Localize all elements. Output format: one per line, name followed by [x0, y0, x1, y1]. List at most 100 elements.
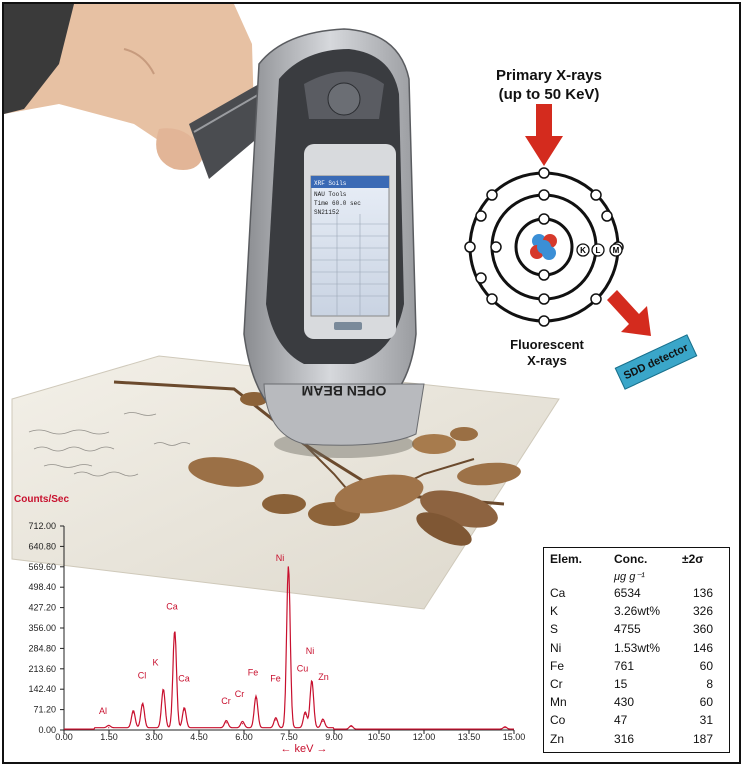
concentration-cell: 1.53wt%	[614, 640, 661, 655]
error-cell: 326	[692, 604, 713, 619]
concentration-cell: 761	[614, 658, 635, 673]
table-row: Ni 1.53wt% 146	[544, 641, 729, 658]
peak-point	[241, 723, 244, 725]
x-tick-label: 1.50	[100, 732, 118, 742]
peak-point	[174, 631, 176, 634]
peak-point	[162, 690, 164, 692]
element-cell: Zn	[550, 731, 565, 746]
concentration-cell: 6534	[614, 586, 641, 600]
peak-label: K	[152, 658, 158, 668]
x-tick-label: 13.50	[458, 732, 481, 742]
peak-point	[504, 727, 506, 729]
peak-point	[275, 719, 277, 721]
element-cell: Co	[550, 713, 566, 728]
electrons	[464, 167, 624, 327]
x-tick-label: 9.00	[325, 732, 343, 742]
concentration-cell: 3.26wt%	[614, 604, 661, 619]
peak-point	[311, 682, 313, 684]
error-cell: 60	[699, 695, 713, 710]
element-cell: Cr	[550, 677, 563, 691]
hand-holding-analyzer	[4, 4, 254, 170]
y-tick-label: 213.60	[28, 664, 56, 674]
y-tick-label: 356.00	[28, 623, 56, 633]
y-tick-label: 71.20	[33, 705, 56, 715]
peak-label: Ca	[178, 673, 190, 683]
photograph: OPEN BEAM XRF Soils NAU Tools Time 60.0 …	[4, 4, 560, 610]
table-row: Mn 430 60	[544, 695, 729, 712]
fluor-line-1: Fluorescent	[510, 337, 584, 352]
xrf-analyzer: OPEN BEAM	[243, 28, 425, 446]
table-row: Fe 761 60	[544, 659, 729, 676]
fluorescent-xrays-label: Fluorescent X-rays	[492, 337, 602, 369]
xrf-spectrum-chart: 0.00 71.20 142.40 213.60 284.80 356.00 427.20 4…	[28, 521, 526, 755]
device-label: OPEN BEAM	[302, 383, 387, 399]
x-tick-label: 15.00	[503, 732, 526, 742]
y-tick-label: 142.40	[28, 684, 56, 694]
error-cell: 8	[706, 677, 713, 691]
header-error: ±2σ	[682, 552, 704, 566]
table-row: Ca 6534 136	[544, 586, 729, 603]
x-tick-label: 6.00	[235, 732, 253, 742]
peak-label: Cl	[138, 670, 147, 680]
error-cell: 360	[692, 622, 713, 637]
peak-point	[142, 705, 144, 707]
svg-text:L: L	[596, 246, 601, 255]
peak-label: Ni	[306, 646, 315, 656]
x-tick-label: 10.50	[368, 732, 391, 742]
y-tick-label: 569.60	[28, 562, 56, 572]
peak-label: Ni	[276, 553, 285, 563]
screen-line-2: Time 60.0 sec	[314, 200, 361, 207]
concentration-table: Elem. Conc. ±2σ μg g⁻¹ Ca 6534 136 K 3.26wt%…	[543, 547, 730, 753]
x-tick-label: 0.00	[55, 732, 73, 742]
header-conc: Conc.	[614, 552, 648, 566]
concentration-cell: 47	[614, 713, 628, 728]
error-cell: 31	[699, 713, 713, 728]
screen-title: XRF Soils	[314, 180, 347, 187]
primary-line-2: (up to 50 KeV)	[498, 86, 600, 103]
peak-label: Zn	[318, 672, 329, 682]
x-axis-label: ← keV →	[280, 743, 327, 755]
y-tick-label: 640.80	[28, 541, 56, 551]
element-cell: Ca	[550, 586, 566, 600]
table-row: Cr 15 8	[544, 677, 729, 694]
peak-label: Fe	[270, 673, 281, 683]
peak-point	[225, 722, 227, 724]
fluorescent-arrow-icon	[607, 290, 651, 336]
primary-line-1: Primary X-rays	[496, 67, 602, 84]
fluor-line-2: X-rays	[527, 353, 567, 368]
peak-point	[350, 725, 352, 728]
table-row: K 3.26wt% 326	[544, 604, 729, 621]
y-tick-label: 284.80	[28, 643, 56, 653]
element-cell: S	[550, 622, 559, 637]
table-header: Elem. Conc. ±2σ	[544, 552, 729, 570]
spectrum-line	[64, 566, 514, 730]
element-cell: Fe	[550, 658, 565, 673]
spectrum-ylabel: Counts/Sec	[14, 494, 70, 505]
nucleus-icon	[530, 234, 557, 260]
peak-point	[183, 709, 185, 711]
error-cell: 146	[692, 640, 713, 655]
x-tick-label: 12.00	[413, 732, 436, 742]
concentration-cell: 316	[614, 731, 635, 746]
y-tick-label: 712.00	[28, 521, 56, 531]
peak-label: Ca	[166, 602, 178, 612]
screen-line-1: NAU Tools	[314, 191, 347, 198]
element-cell: Ni	[550, 640, 562, 655]
primary-arrow-icon	[525, 104, 563, 166]
handwritten-notes	[28, 412, 191, 477]
y-tick-label: 498.40	[28, 582, 56, 592]
peak-point	[322, 720, 324, 723]
concentration-cell: 4755	[614, 622, 641, 637]
element-cell: Mn	[550, 695, 567, 710]
peak-point	[304, 713, 306, 715]
svg-text:M: M	[613, 246, 620, 255]
x-tick-label: 3.00	[145, 732, 163, 742]
table-row: S 4755 360	[544, 622, 729, 639]
y-tick-label: 427.20	[28, 603, 56, 613]
peak-label: Fe	[248, 668, 259, 678]
x-tick-label: 4.50	[190, 732, 208, 742]
screen-line-3: SN21152	[314, 209, 340, 216]
svg-text:K: K	[580, 246, 586, 255]
table-row: Co 47 31	[544, 713, 729, 730]
